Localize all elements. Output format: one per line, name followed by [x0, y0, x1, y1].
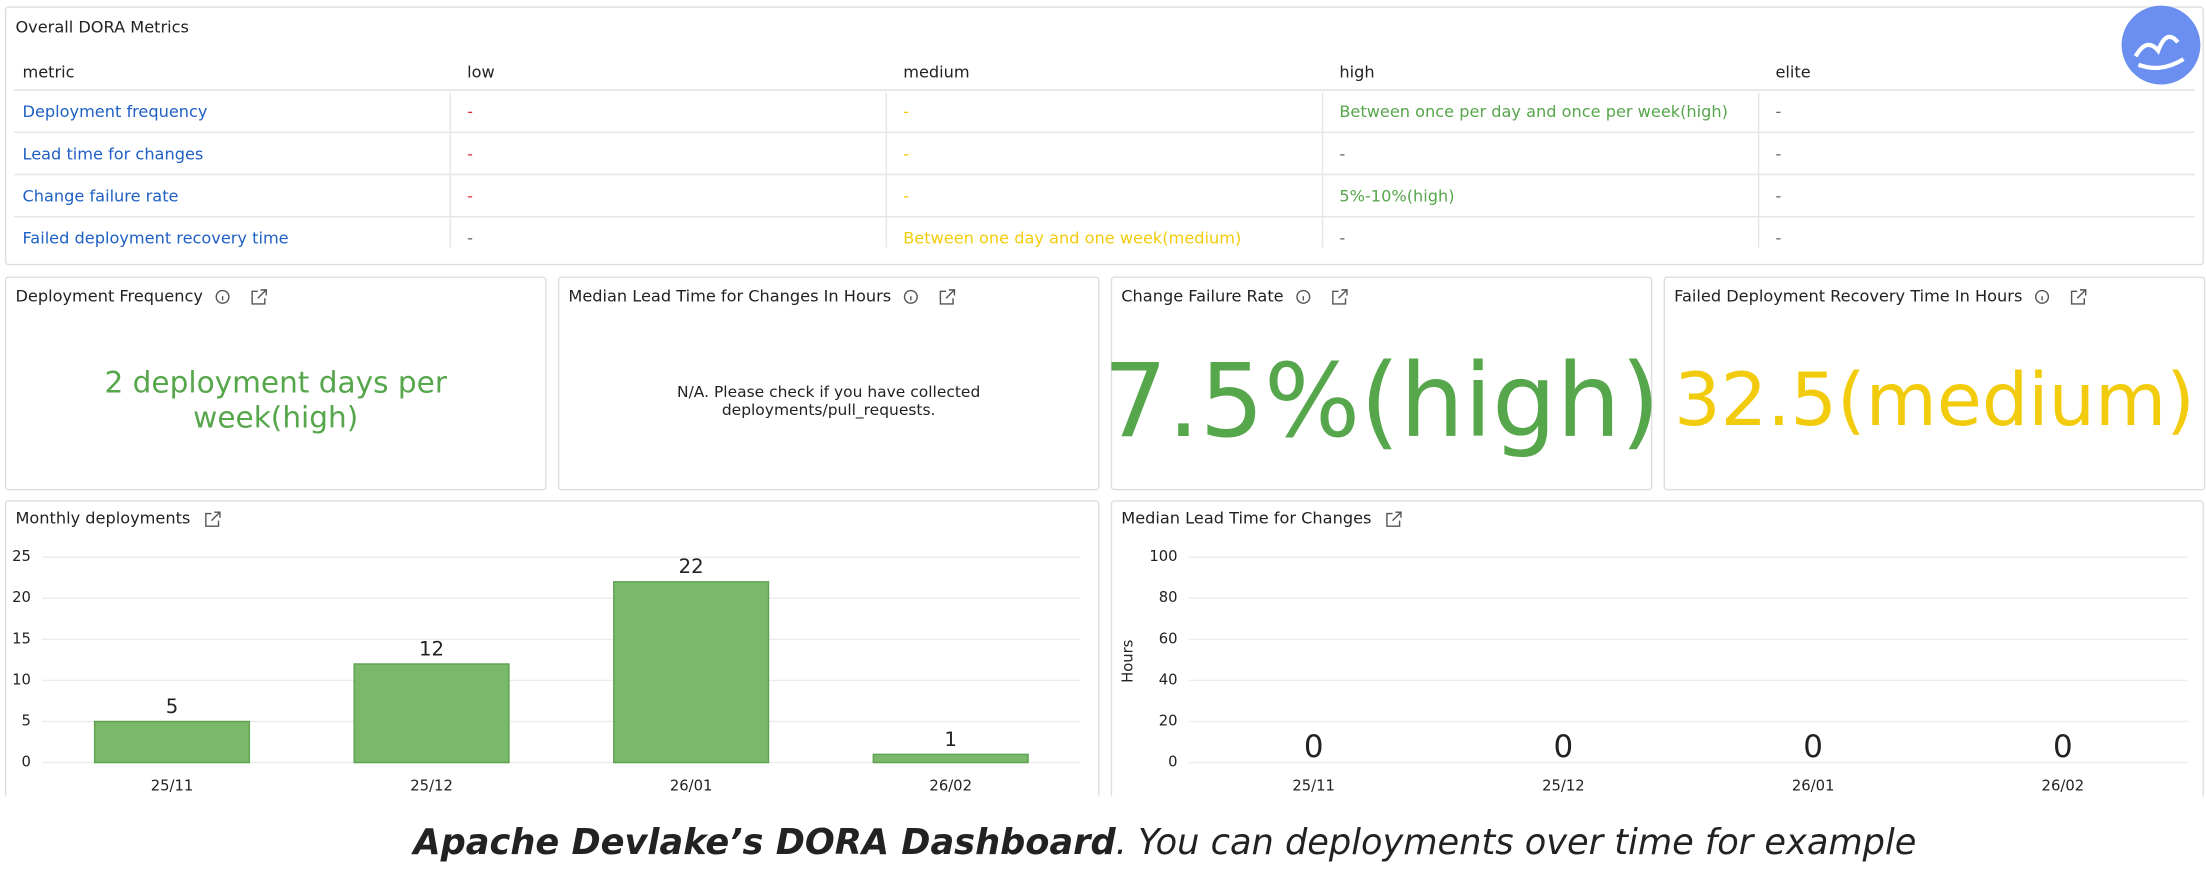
table-cell: - — [903, 102, 909, 121]
table-cell: - — [903, 187, 909, 206]
info-icon — [1296, 289, 1311, 304]
table-cell: - — [1339, 144, 1345, 163]
x-tick-label: 26/01 — [1792, 777, 1835, 794]
x-tick-label: 26/02 — [929, 777, 972, 794]
external-link-icon — [205, 511, 221, 527]
external-link-icon — [2070, 289, 2087, 305]
bar-value-label: 1 — [944, 728, 957, 751]
external-link-icon — [939, 289, 956, 305]
panel — [1110, 500, 2204, 805]
bar — [872, 753, 1029, 764]
stat-value-box: 32.5(medium) — [1674, 358, 2195, 443]
bar — [353, 663, 510, 764]
stat-value: N/A. Please check if you have collected … — [677, 382, 981, 420]
stat-title: Failed Deployment Recovery Time In Hours — [1674, 286, 2022, 305]
metric-link: Change failure rate — [23, 187, 179, 206]
external-link-icon — [251, 289, 267, 305]
y-tick-label: 40 — [1159, 671, 1178, 688]
y-tick-label: 10 — [12, 671, 31, 688]
y-tick-label: 15 — [12, 630, 31, 647]
stat-title: Deployment Frequency — [15, 286, 203, 305]
panel — [4, 6, 2204, 266]
table-cell: - — [1775, 229, 1781, 248]
logo-mark — [2133, 34, 2185, 71]
stat-title: Median Lead Time for Changes In Hours — [568, 286, 891, 305]
caption-bold: Apache Devlake’s DORA Dashboard — [410, 822, 1116, 863]
panel — [1110, 276, 1653, 491]
bar — [93, 720, 251, 764]
metric-link: Failed deployment recovery time — [23, 229, 289, 248]
y-tick-label: 0 — [22, 754, 31, 771]
x-tick-label: 26/01 — [670, 777, 713, 794]
bar-value-label: 0 — [2053, 729, 2073, 765]
metric-link: Deployment frequency — [23, 102, 208, 121]
bar-value-label: 5 — [166, 695, 179, 718]
caption: Apache Devlake’s DORA Dashboard. You can… — [410, 822, 1916, 863]
table-cell: - — [467, 229, 473, 248]
x-tick-label: 25/11 — [1292, 777, 1335, 794]
table-cell: - — [467, 144, 473, 163]
table-header: high — [1339, 63, 1374, 82]
y-tick-label: 0 — [1168, 754, 1177, 771]
bar-value-label: 0 — [1803, 729, 1823, 765]
y-tick-label: 5 — [22, 712, 31, 729]
x-tick-label: 25/12 — [410, 777, 453, 794]
table-cell: - — [903, 144, 909, 163]
table-cell: Between one day and one week(medium) — [903, 229, 1241, 248]
table-header: metric — [23, 63, 75, 82]
bottom-mask — [0, 796, 2206, 886]
bar — [613, 581, 770, 764]
info-icon — [215, 289, 230, 304]
table-cell: - — [1775, 102, 1781, 121]
info-icon — [2035, 289, 2050, 304]
table-cell: - — [1775, 144, 1781, 163]
table-cell: - — [467, 187, 473, 206]
stat-value: 32.5(medium) — [1674, 358, 2195, 443]
x-tick-label: 25/11 — [151, 777, 194, 794]
table-header: medium — [903, 63, 969, 82]
external-link-icon — [1332, 289, 1348, 305]
bar-value-label: 12 — [419, 637, 444, 660]
info-icon — [903, 289, 918, 304]
y-tick-label: 80 — [1159, 589, 1178, 606]
stat-value-box: N/A. Please check if you have collected … — [677, 382, 981, 420]
panel — [1663, 276, 2206, 491]
bar-value-label: 0 — [1554, 729, 1574, 765]
stat-value-box: 2 deployment days per week(high) — [104, 365, 447, 435]
external-link-icon — [1386, 511, 1402, 527]
caption-rest: . You can deployments over time for exam… — [1116, 822, 1917, 863]
table-cell: - — [1339, 229, 1345, 248]
table-cell: 5%-10%(high) — [1339, 187, 1454, 206]
chart-title: Monthly deployments — [15, 509, 190, 528]
bar-value-label: 0 — [1304, 729, 1324, 765]
table-header: elite — [1775, 63, 1810, 82]
stat-value-box: 7.5%(high) — [1111, 341, 1652, 460]
x-tick-label: 26/02 — [2042, 777, 2085, 794]
chart-title: Median Lead Time for Changes — [1121, 509, 1371, 528]
y-tick-label: 20 — [1159, 712, 1178, 729]
y-tick-label: 100 — [1149, 548, 1177, 565]
y-tick-label: 60 — [1159, 630, 1178, 647]
table-cell: - — [1775, 187, 1781, 206]
table-header: low — [467, 63, 495, 82]
table-cell: - — [467, 102, 473, 121]
y-axis-label: Hours — [1119, 640, 1136, 683]
y-tick-label: 25 — [12, 548, 31, 565]
stat-value: 2 deployment days per week(high) — [104, 365, 447, 435]
metric-link: Lead time for changes — [23, 144, 204, 163]
panel-title: Overall DORA Metrics — [15, 18, 188, 37]
table-cell: Between once per day and once per week(h… — [1339, 102, 1728, 121]
x-tick-label: 25/12 — [1542, 777, 1585, 794]
bar-value-label: 22 — [679, 555, 704, 578]
y-tick-label: 20 — [12, 589, 31, 606]
stat-title: Change Failure Rate — [1121, 286, 1283, 305]
stat-value: 7.5%(high) — [1111, 341, 1652, 460]
panel — [557, 276, 1100, 491]
panel — [4, 276, 547, 491]
